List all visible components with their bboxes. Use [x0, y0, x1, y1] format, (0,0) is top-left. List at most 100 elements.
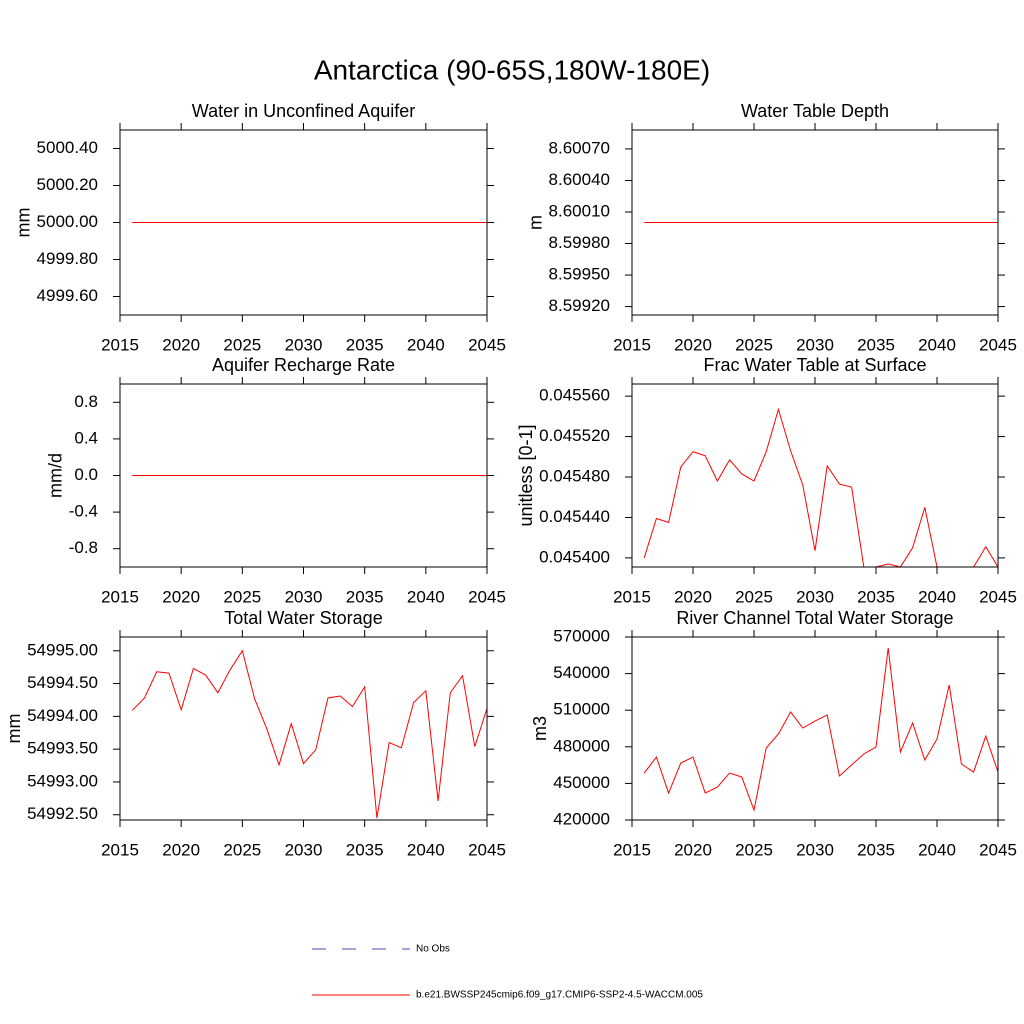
data-line: [131, 649, 488, 819]
y-tick-label: 54993.00: [27, 771, 98, 790]
x-tick-label: 2025: [223, 335, 261, 354]
x-tick-label: 2015: [613, 840, 651, 859]
y-tick-label: 4999.60: [37, 286, 98, 305]
y-tick-label: 0.045480: [539, 467, 610, 486]
y-axis-label: mm: [13, 208, 33, 238]
y-tick-label: 0.8: [74, 392, 98, 411]
y-axis-label: m3: [530, 716, 550, 741]
x-tick-label: 2035: [346, 587, 384, 606]
y-tick-label: 0.0: [74, 465, 98, 484]
x-tick-label: 2015: [101, 587, 139, 606]
y-tick-label: 0.4: [74, 428, 98, 447]
x-tick-label: 2015: [613, 587, 651, 606]
x-tick-label: 2020: [674, 840, 712, 859]
y-tick-label: 420000: [553, 809, 610, 828]
y-axis-label: unitless [0-1]: [516, 424, 536, 526]
y-tick-label: -0.4: [69, 502, 98, 521]
plot-frame: [119, 636, 488, 821]
figure-title: Antarctica (90-65S,180W-180E): [314, 54, 710, 85]
x-tick-label: 2015: [613, 335, 651, 354]
x-tick-label: 2030: [796, 335, 834, 354]
y-tick-label: 54992.50: [27, 804, 98, 823]
x-tick-label: 2030: [796, 587, 834, 606]
y-tick-label: 5000.00: [37, 212, 98, 231]
data-line: [643, 647, 999, 812]
y-tick-label: 8.60070: [549, 138, 610, 157]
x-tick-label: 2045: [979, 587, 1017, 606]
legend-label: b.e21.BWSSP245cmip6.f09_g17.CMIP6-SSP2-4…: [416, 990, 703, 1001]
x-tick-label: 2045: [468, 335, 506, 354]
x-tick-label: 2040: [918, 587, 956, 606]
x-tick-label: 2020: [674, 587, 712, 606]
y-tick-label: 450000: [553, 773, 610, 792]
panel-title: Aquifer Recharge Rate: [212, 355, 395, 375]
x-tick-label: 2030: [285, 587, 323, 606]
x-tick-label: 2045: [468, 840, 506, 859]
x-tick-label: 2045: [979, 335, 1017, 354]
plot-frame: [119, 129, 488, 316]
panel-title: Water in Unconfined Aquifer: [192, 101, 415, 121]
y-tick-label: 8.60040: [549, 170, 610, 189]
x-tick-label: 2040: [407, 587, 445, 606]
y-tick-label: 480000: [553, 736, 610, 755]
y-tick-label: 8.59980: [549, 233, 610, 252]
x-tick-label: 2030: [796, 840, 834, 859]
x-tick-label: 2030: [285, 335, 323, 354]
y-tick-label: 8.59950: [549, 265, 610, 284]
x-tick-label: 2040: [407, 840, 445, 859]
y-tick-label: 8.60010: [549, 201, 610, 220]
panel-title: Total Water Storage: [224, 608, 382, 628]
y-tick-label: 54994.00: [27, 706, 98, 725]
x-tick-label: 2020: [674, 335, 712, 354]
y-tick-label: 54994.50: [27, 673, 98, 692]
x-tick-label: 2020: [162, 840, 200, 859]
y-tick-label: 5000.40: [37, 138, 98, 157]
x-tick-label: 2035: [857, 335, 895, 354]
x-tick-label: 2025: [223, 587, 261, 606]
y-tick-label: 540000: [553, 663, 610, 682]
plot-frame: [119, 383, 488, 568]
y-tick-label: 510000: [553, 700, 610, 719]
plot-frame: [631, 636, 999, 821]
y-tick-label: 0.045400: [539, 547, 610, 566]
y-tick-label: -0.8: [69, 538, 98, 557]
x-tick-label: 2030: [285, 840, 323, 859]
y-tick-label: 0.045440: [539, 507, 610, 526]
x-tick-label: 2035: [346, 840, 384, 859]
panel-title: Water Table Depth: [741, 101, 889, 121]
y-tick-label: 5000.20: [37, 175, 98, 194]
x-tick-label: 2015: [101, 335, 139, 354]
panel-title: River Channel Total Water Storage: [676, 608, 953, 628]
data-line: [643, 407, 999, 568]
y-axis-label: mm/d: [45, 453, 65, 498]
legend-label: No Obs: [416, 944, 450, 955]
y-tick-label: 0.045520: [539, 426, 610, 445]
y-tick-label: 4999.80: [37, 249, 98, 268]
x-tick-label: 2025: [735, 840, 773, 859]
x-tick-label: 2040: [918, 335, 956, 354]
y-axis-label: mm: [4, 714, 24, 744]
x-tick-label: 2040: [918, 840, 956, 859]
x-tick-label: 2020: [162, 587, 200, 606]
plot-frame: [631, 383, 999, 568]
plot-frame: [631, 129, 999, 316]
x-tick-label: 2035: [857, 587, 895, 606]
panel-title: Frac Water Table at Surface: [703, 355, 926, 375]
y-tick-label: 54995.00: [27, 640, 98, 659]
x-tick-label: 2040: [407, 335, 445, 354]
x-tick-label: 2035: [346, 335, 384, 354]
y-tick-label: 8.59920: [549, 296, 610, 315]
x-tick-label: 2015: [101, 840, 139, 859]
x-tick-label: 2045: [468, 587, 506, 606]
y-tick-label: 54993.50: [27, 739, 98, 758]
y-tick-label: 0.045560: [539, 386, 610, 405]
x-tick-label: 2045: [979, 840, 1017, 859]
y-axis-label: m: [525, 215, 545, 230]
x-tick-label: 2025: [735, 335, 773, 354]
x-tick-label: 2035: [857, 840, 895, 859]
x-tick-label: 2020: [162, 335, 200, 354]
y-tick-label: 570000: [553, 626, 610, 645]
x-tick-label: 2025: [223, 840, 261, 859]
x-tick-label: 2025: [735, 587, 773, 606]
